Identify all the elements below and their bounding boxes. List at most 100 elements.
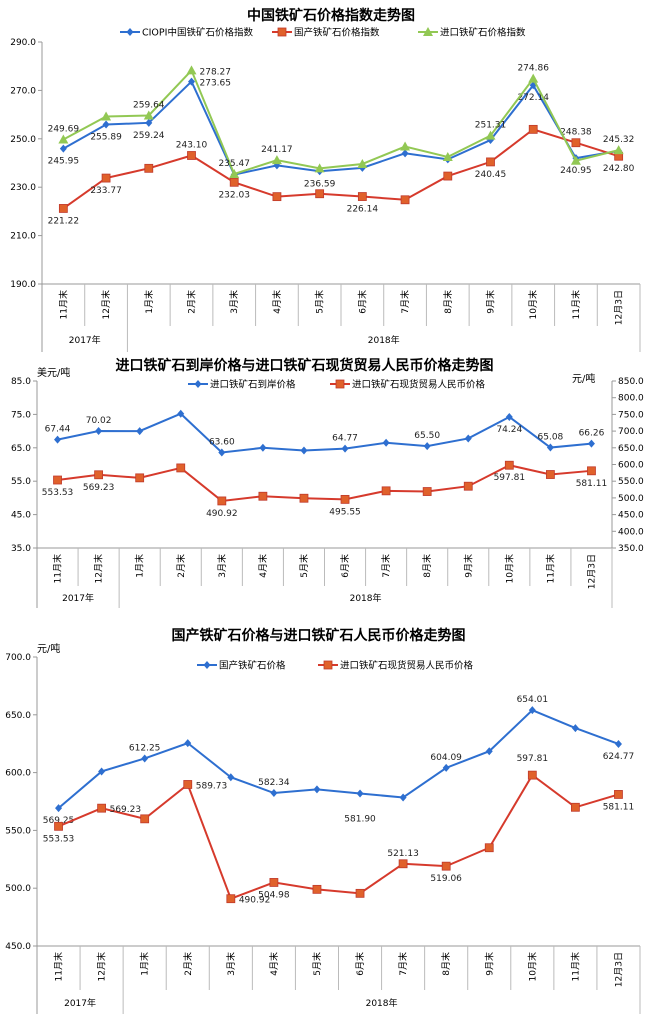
year-label: 2017年: [62, 592, 94, 604]
data-point: [101, 173, 111, 183]
y2-tick-label: 750.0: [618, 410, 644, 420]
data-point: [442, 763, 450, 772]
data-point: [58, 204, 68, 213]
data-label: 259.64: [133, 100, 165, 110]
y-tick-label: 75.0: [11, 410, 31, 420]
data-label: 569.23: [110, 805, 142, 815]
x-tick-label: 5月末: [311, 952, 323, 976]
x-tick-label: 7月末: [380, 554, 392, 578]
data-label: 553.53: [43, 834, 75, 844]
data-point: [314, 163, 325, 173]
x-tick-label: 9月末: [483, 952, 495, 976]
data-point: [587, 466, 596, 476]
x-tick-label: 7月末: [399, 290, 411, 314]
x-tick-label: 10月末: [527, 290, 539, 319]
x-tick-label: 11月末: [569, 952, 581, 981]
data-point: [441, 861, 451, 871]
data-label: 248.38: [560, 128, 592, 138]
data-label: 241.17: [261, 145, 293, 155]
legend-marker: [203, 661, 211, 669]
x-tick-label: 8月末: [440, 952, 452, 976]
data-label: 70.02: [86, 416, 112, 426]
x-tick-label: 11月末: [57, 290, 69, 319]
data-label: 589.73: [196, 781, 228, 791]
x-tick-label: 12月3日: [613, 952, 624, 987]
legend-label: 进口铁矿石现货贸易人民币价格: [340, 660, 474, 672]
legend-label: 进口铁矿石价格指数: [440, 27, 526, 39]
data-label: 243.10: [176, 140, 208, 150]
data-label: 65.08: [538, 433, 564, 443]
data-point: [95, 427, 103, 436]
y-tick-label: 65.0: [11, 444, 31, 454]
data-point: [400, 195, 410, 205]
data-point: [527, 770, 537, 780]
data-point: [176, 463, 186, 473]
data-point: [357, 158, 368, 168]
data-label: 240.45: [475, 170, 507, 180]
data-point: [570, 802, 580, 812]
y-tick-label: 45.0: [11, 511, 31, 521]
data-point: [135, 473, 145, 483]
chart-title: 中国铁矿石价格指数走势图: [247, 7, 415, 24]
y2-tick-label: 550.0: [618, 477, 644, 487]
data-label: 490.92: [239, 896, 270, 906]
y-tick-label: 500.0: [5, 884, 31, 894]
data-label: 233.77: [90, 186, 122, 196]
data-point: [382, 438, 390, 447]
series-line: [62, 79, 619, 176]
data-point: [504, 460, 514, 470]
legend-marker: [335, 379, 345, 389]
series-line: [62, 128, 619, 210]
data-label: 236.59: [304, 179, 336, 189]
data-label: 519.06: [430, 874, 462, 884]
data-label: 581.11: [576, 479, 608, 489]
data-label: 495.55: [329, 507, 361, 517]
legend-label: 国产铁矿石价格指数: [294, 27, 380, 39]
legend-marker: [423, 27, 433, 36]
data-label: 612.25: [129, 743, 161, 753]
chart-title: 国产铁矿石价格与进口铁矿石人民币价格走势图: [172, 627, 466, 644]
data-point: [571, 138, 581, 148]
y-axis-unit: 元/吨: [37, 642, 60, 655]
data-point: [98, 767, 106, 776]
series-line: [57, 412, 592, 454]
y2-tick-label: 600.0: [618, 461, 644, 471]
data-point: [423, 442, 431, 451]
chart-title: 进口铁矿石到岸价格与进口铁矿石现货贸易人民币价格走势图: [116, 357, 494, 374]
y2-axis-unit: 元/吨: [572, 372, 595, 385]
data-label: 272.14: [517, 93, 549, 103]
data-point: [218, 448, 226, 457]
x-tick-label: 10月末: [503, 554, 515, 583]
data-label: 273.65: [200, 79, 232, 89]
y-tick-label: 55.0: [11, 477, 31, 487]
data-point: [485, 747, 493, 756]
data-label: 259.24: [133, 131, 165, 141]
data-label: 221.22: [48, 216, 80, 226]
y-axis-unit: 美元/吨: [37, 366, 70, 379]
data-label: 65.50: [414, 431, 440, 441]
x-tick-label: 9月末: [485, 290, 497, 314]
data-point: [271, 155, 282, 165]
data-label: 240.95: [560, 166, 592, 176]
x-tick-label: 6月末: [339, 554, 351, 578]
x-tick-label: 6月末: [354, 952, 366, 976]
data-point: [187, 151, 196, 160]
x-tick-label: 1月末: [134, 554, 146, 578]
y-tick-label: 270.0: [10, 86, 36, 96]
x-tick-label: 11月末: [570, 290, 582, 319]
y-tick-label: 600.0: [5, 769, 31, 779]
data-point: [184, 739, 192, 748]
legend-label: 进口铁矿石现货贸易人民币价格: [352, 379, 486, 391]
data-point: [422, 487, 432, 496]
data-label: 66.26: [579, 429, 605, 439]
y2-tick-label: 500.0: [618, 494, 644, 504]
data-point: [401, 149, 409, 158]
x-tick-label: 2月末: [186, 290, 198, 314]
data-point: [528, 73, 539, 83]
data-point: [59, 144, 67, 153]
data-point: [340, 494, 350, 504]
y-tick-label: 190.0: [10, 280, 36, 290]
data-point: [464, 434, 472, 443]
data-point: [443, 171, 453, 181]
